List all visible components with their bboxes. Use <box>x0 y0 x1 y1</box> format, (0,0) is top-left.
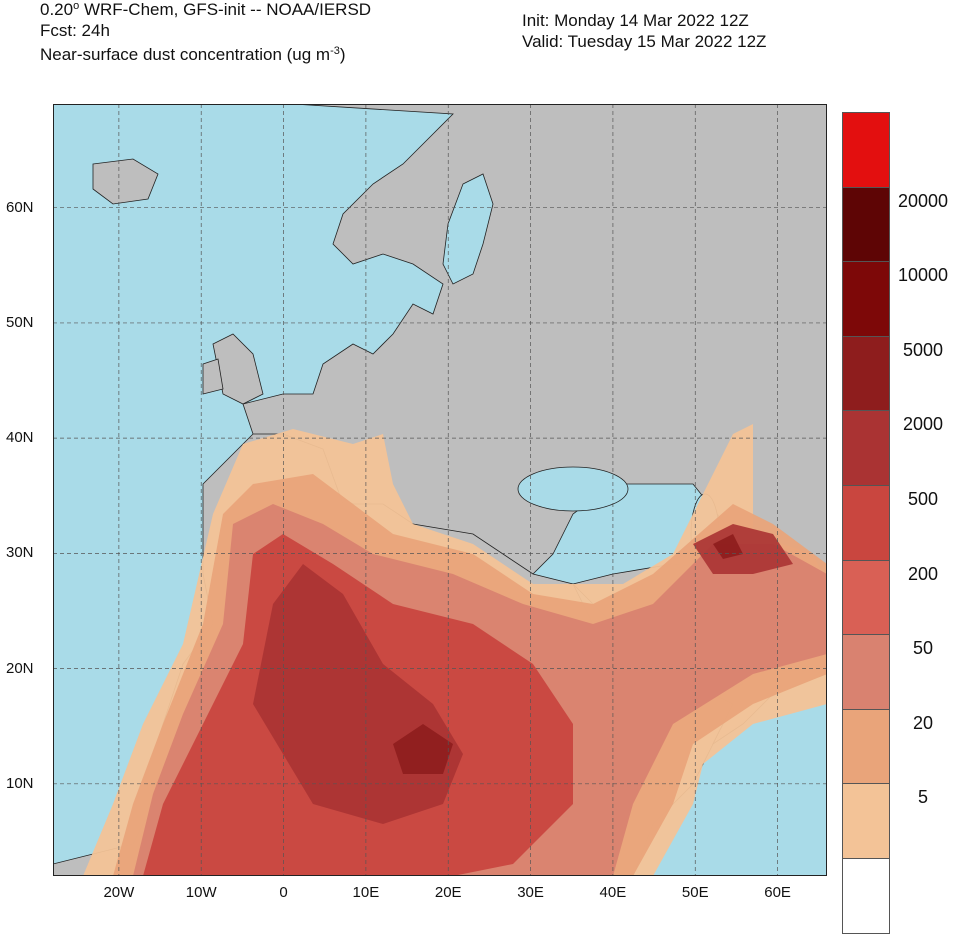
colorbar-cell <box>842 858 890 934</box>
forecast-hour: Fcst: 24h <box>40 21 110 40</box>
valid-time: Valid: Tuesday 15 Mar 2022 12Z <box>522 32 767 51</box>
black-sea <box>517 466 629 512</box>
model-title: 0.20o WRF-Chem, GFS-init -- NOAA/IERSD <box>40 0 372 19</box>
lon-tick-label: 10W <box>185 884 217 901</box>
colorbar-cell <box>842 112 890 188</box>
grid-lines <box>53 104 827 876</box>
header-left: 0.20o WRF-Chem, GFS-init -- NOAA/IERSD F… <box>40 0 371 65</box>
header-right: Init: Monday 14 Mar 2022 12Z Valid: Tues… <box>522 10 766 52</box>
lon-tick-label: 20W <box>103 884 135 901</box>
map-frame <box>53 104 827 876</box>
land-ireland <box>202 358 224 395</box>
colorbar-label: 5 <box>917 787 928 808</box>
variable-name: Near-surface dust concentration (ug m-3) <box>40 45 346 64</box>
colorbar-label: 2000 <box>902 414 944 435</box>
colorbar-cell <box>842 783 890 859</box>
colorbar-label: 20 <box>912 712 934 733</box>
lat-tick-label: 60N <box>6 198 34 216</box>
dust-level-2000 <box>393 724 453 774</box>
lon-tick-label: 40E <box>599 884 627 901</box>
lat-tick-label: 20N <box>6 659 34 677</box>
colorbar-cell <box>842 559 890 636</box>
colorbar-label: 20000 <box>897 190 949 211</box>
colorbar-cell <box>842 335 890 412</box>
lon-tick-label: 50E <box>681 884 709 901</box>
colorbar-cell <box>842 485 890 561</box>
baltic-sea <box>442 173 494 285</box>
lon-tick-label: 60E <box>764 884 791 901</box>
lon-tick-label: 10E <box>352 884 380 901</box>
colorbar-label: 50 <box>912 638 934 659</box>
colorbar-label: 5000 <box>902 339 944 360</box>
colorbar-cell <box>842 708 890 785</box>
land-iceland <box>92 158 159 205</box>
colorbar-cell <box>842 186 890 263</box>
dust-iran-500 <box>693 524 793 574</box>
colorbar-cell <box>842 634 890 710</box>
colorbar-label: 10000 <box>897 265 949 286</box>
colorbar-label: 200 <box>907 563 939 584</box>
lon-tick-label: 30E <box>517 884 544 901</box>
lat-tick-label: 50N <box>6 313 34 331</box>
lat-tick-label: 40N <box>6 429 34 447</box>
lon-tick-label: 20E <box>434 884 462 901</box>
lat-tick-label: 10N <box>6 774 34 792</box>
colorbar-cell <box>842 261 890 337</box>
dust-map <box>53 104 827 876</box>
init-time: Init: Monday 14 Mar 2022 12Z <box>522 11 749 30</box>
lat-tick-label: 30N <box>6 544 34 562</box>
colorbar-cell <box>842 410 890 486</box>
dust-iran-2000 <box>713 534 743 559</box>
colorbar-label: 500 <box>907 489 939 509</box>
lon-tick-label: 0 <box>279 884 288 901</box>
